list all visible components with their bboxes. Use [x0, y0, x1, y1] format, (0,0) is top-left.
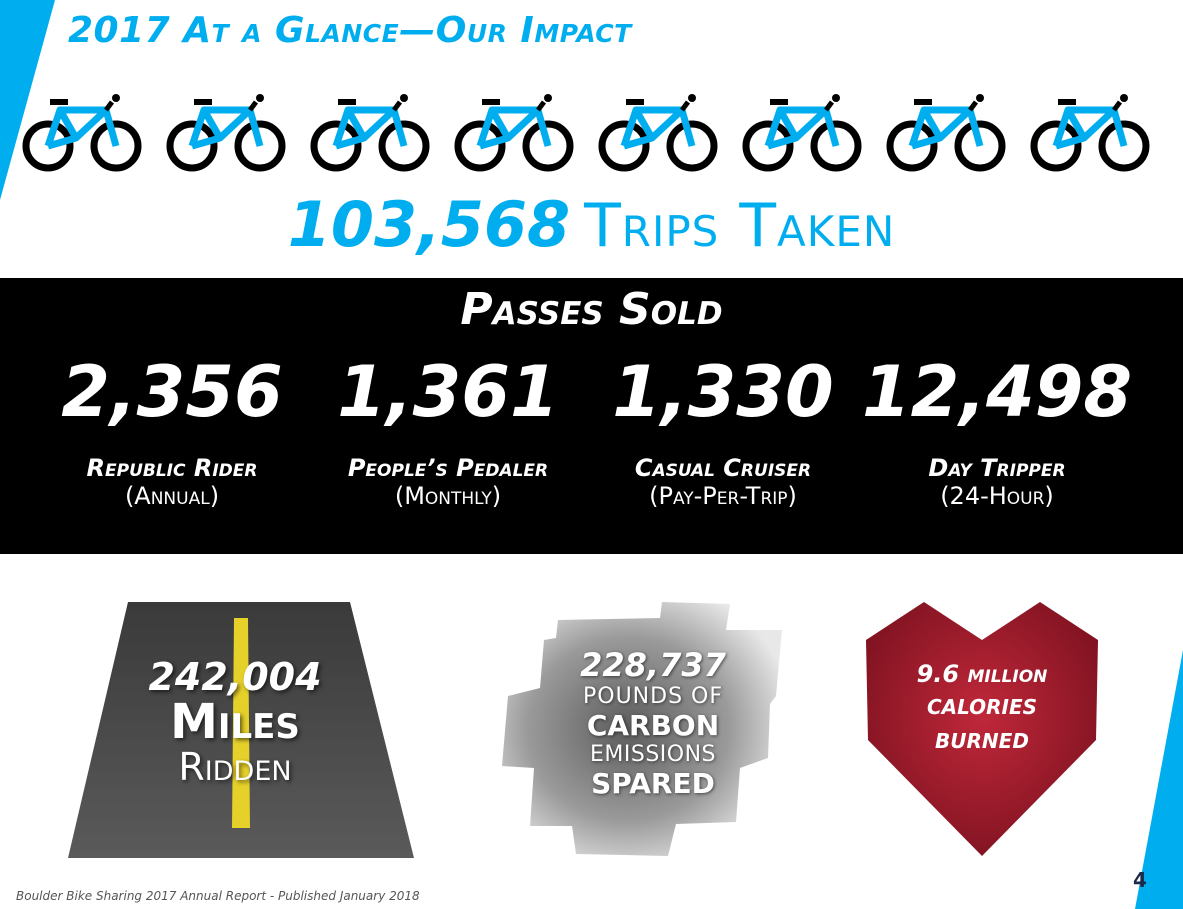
pass-count: 1,330 — [612, 351, 834, 433]
trips-number: 103,568 — [287, 188, 571, 261]
bicycle-icon — [26, 94, 138, 168]
bicycle-icon — [602, 94, 714, 168]
miles-number: 242,004 — [148, 655, 322, 699]
bicycle-icon — [890, 94, 1002, 168]
accent-stripe-right — [1135, 650, 1183, 909]
pass-item: 12,498 Day Tripper (24-Hour) — [857, 350, 1137, 510]
road-graphic — [68, 602, 414, 858]
carbon-spared: 228,737 POUNDS OF CARBON EMISSIONS SPARE… — [548, 646, 758, 800]
pass-name: Republic Rider — [86, 454, 258, 482]
miles-label: Miles — [170, 694, 300, 750]
passes-title: Passes Sold — [460, 284, 723, 335]
page-title: 2017 At a Glance—Our Impact — [68, 10, 632, 51]
trips-taken: 103,568 Trips Taken — [0, 188, 1183, 261]
pass-name: Casual Cruiser — [634, 454, 812, 482]
carbon-cloud-graphic — [502, 602, 782, 856]
bicycle-icon — [314, 94, 426, 168]
carbon-line3: EMISSIONS — [589, 742, 717, 767]
calories-burned: 9.6 million calories burned — [880, 660, 1084, 756]
passes-band — [0, 278, 1183, 554]
pass-count: 2,356 — [61, 351, 283, 433]
pass-term: (Pay-Per-Trip) — [649, 482, 797, 510]
carbon-line4: SPARED — [591, 767, 715, 800]
bicycle-icon — [170, 94, 282, 168]
calories-line2: calories — [926, 688, 1038, 721]
pass-name: People’s Pedaler — [347, 454, 549, 482]
heart-graphic — [866, 602, 1098, 856]
pass-count: 1,361 — [337, 351, 559, 433]
carbon-line2: CARBON — [586, 709, 720, 742]
accent-stripe-left — [0, 0, 55, 200]
ridden-label: Ridden — [178, 745, 292, 789]
pass-count: 12,498 — [861, 351, 1133, 433]
carbon-number: 228,737 — [580, 646, 726, 684]
pass-item: 1,361 People’s Pedaler (Monthly) — [308, 350, 588, 510]
pass-name: Day Tripper — [928, 454, 1066, 482]
pass-item: 1,330 Casual Cruiser (Pay-Per-Trip) — [583, 350, 863, 510]
bicycle-icon — [746, 94, 858, 168]
trips-label: Trips Taken — [584, 191, 896, 261]
pass-term: (Monthly) — [394, 482, 502, 510]
bicycle-icon — [1034, 94, 1146, 168]
pass-item: 2,356 Republic Rider (Annual) — [32, 350, 312, 510]
calories-line3: burned — [935, 722, 1029, 755]
pass-term: (Annual) — [124, 482, 220, 510]
footer-note: Boulder Bike Sharing 2017 Annual Report … — [16, 889, 420, 903]
bike-icons-row — [20, 88, 1170, 178]
carbon-line1: POUNDS OF — [582, 684, 723, 709]
page-number: 4 — [1133, 868, 1147, 892]
miles-ridden: 242,004 Miles Ridden — [110, 655, 360, 789]
pass-term: (24-Hour) — [940, 482, 1054, 510]
calories-line1: 9.6 million — [916, 660, 1048, 688]
bicycle-icon — [458, 94, 570, 168]
